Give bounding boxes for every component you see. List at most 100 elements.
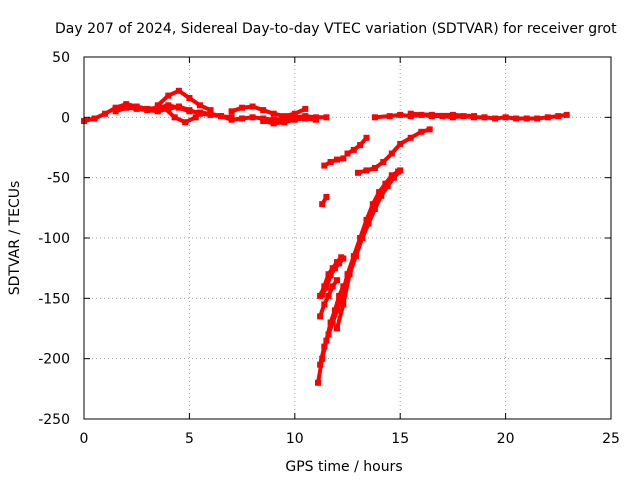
data-point [319, 291, 326, 298]
data-point [563, 111, 570, 118]
data-point [346, 271, 353, 278]
data-point [165, 92, 172, 99]
series-16 [321, 155, 347, 169]
data-point [407, 110, 414, 117]
data-point [331, 265, 338, 272]
data-point [363, 134, 370, 141]
x-tick-label: 10 [286, 431, 304, 447]
series-11 [334, 167, 404, 332]
data-point [312, 116, 319, 123]
series-line [323, 156, 344, 168]
chart-title: Day 207 of 2024, Sidereal Day-to-day VTE… [55, 21, 617, 37]
data-point [186, 95, 193, 101]
series-4 [161, 104, 199, 126]
y-axis-label: SDTVAR / TECUs [7, 181, 23, 296]
data-point [260, 107, 267, 114]
data-point [340, 255, 347, 262]
data-point [329, 283, 336, 290]
data-point [397, 140, 404, 147]
y-tick-label: 50 [52, 50, 70, 66]
data-point [384, 183, 391, 190]
data-point [291, 116, 298, 123]
series-6 [260, 115, 319, 127]
series-18 [355, 126, 433, 176]
data-point [260, 118, 267, 124]
series-5 [228, 103, 309, 120]
x-tick-label: 5 [185, 431, 194, 447]
ticks: 0 5 10 15 20 25 50 0 -50 -100 -150 -200 -250 [38, 50, 620, 447]
data-point [207, 107, 214, 114]
series-line [162, 106, 197, 125]
data-point [340, 301, 347, 308]
data-point [327, 272, 334, 279]
x-axis-label: GPS time / hours [285, 459, 402, 475]
data-point [334, 277, 340, 284]
data-point [270, 120, 277, 127]
data-point [154, 108, 161, 115]
y-tick-label: -150 [38, 291, 70, 307]
series-line [410, 111, 475, 119]
data-point [334, 325, 340, 332]
data-point [325, 292, 332, 299]
data-point [386, 113, 393, 120]
data-point [102, 110, 109, 117]
data-point [325, 331, 332, 338]
y-tick-label: -100 [38, 231, 70, 247]
x-tick-label: 20 [497, 431, 515, 447]
data-point [334, 307, 340, 314]
data-point [321, 162, 328, 169]
data-point [350, 146, 357, 153]
data-point [502, 114, 509, 121]
series-12 [317, 277, 340, 320]
data-point [249, 114, 256, 121]
data-point [123, 101, 130, 108]
data-point [534, 115, 541, 122]
data-point [340, 155, 347, 162]
data-point [207, 111, 214, 118]
data-point [376, 189, 383, 196]
series-line [335, 169, 402, 330]
data-point [327, 159, 334, 165]
x-tick-label: 0 [80, 431, 89, 447]
data-point [249, 103, 256, 110]
data-point [112, 104, 119, 111]
data-point [369, 201, 376, 208]
data-point [302, 115, 309, 122]
data-point [378, 192, 385, 199]
series-layer [81, 87, 570, 386]
data-point [319, 201, 326, 208]
x-tick-label: 15 [391, 431, 409, 447]
series-14 [319, 255, 347, 298]
data-point [165, 102, 172, 109]
series-15 [319, 194, 330, 208]
data-point [355, 169, 361, 176]
data-point [336, 260, 343, 267]
data-point [523, 115, 530, 122]
data-point [228, 114, 235, 121]
data-point [182, 119, 189, 126]
data-point [281, 119, 288, 126]
data-point [371, 114, 378, 121]
data-point [321, 343, 328, 350]
series-8 [407, 110, 477, 120]
data-point [196, 110, 203, 117]
data-point [449, 111, 456, 118]
data-point [555, 113, 562, 120]
data-point [323, 194, 330, 200]
y-tick-label: 0 [61, 110, 70, 126]
data-point [321, 301, 328, 308]
data-point [154, 102, 161, 109]
data-point [239, 104, 246, 111]
series-line [346, 136, 369, 156]
data-point [196, 102, 203, 109]
data-point [315, 379, 321, 386]
data-point [270, 116, 277, 123]
data-point [426, 126, 433, 133]
data-point [270, 110, 277, 117]
data-point [371, 206, 378, 212]
series-2 [112, 103, 235, 121]
data-point [323, 284, 330, 291]
data-point [380, 159, 387, 165]
data-point [175, 103, 182, 110]
